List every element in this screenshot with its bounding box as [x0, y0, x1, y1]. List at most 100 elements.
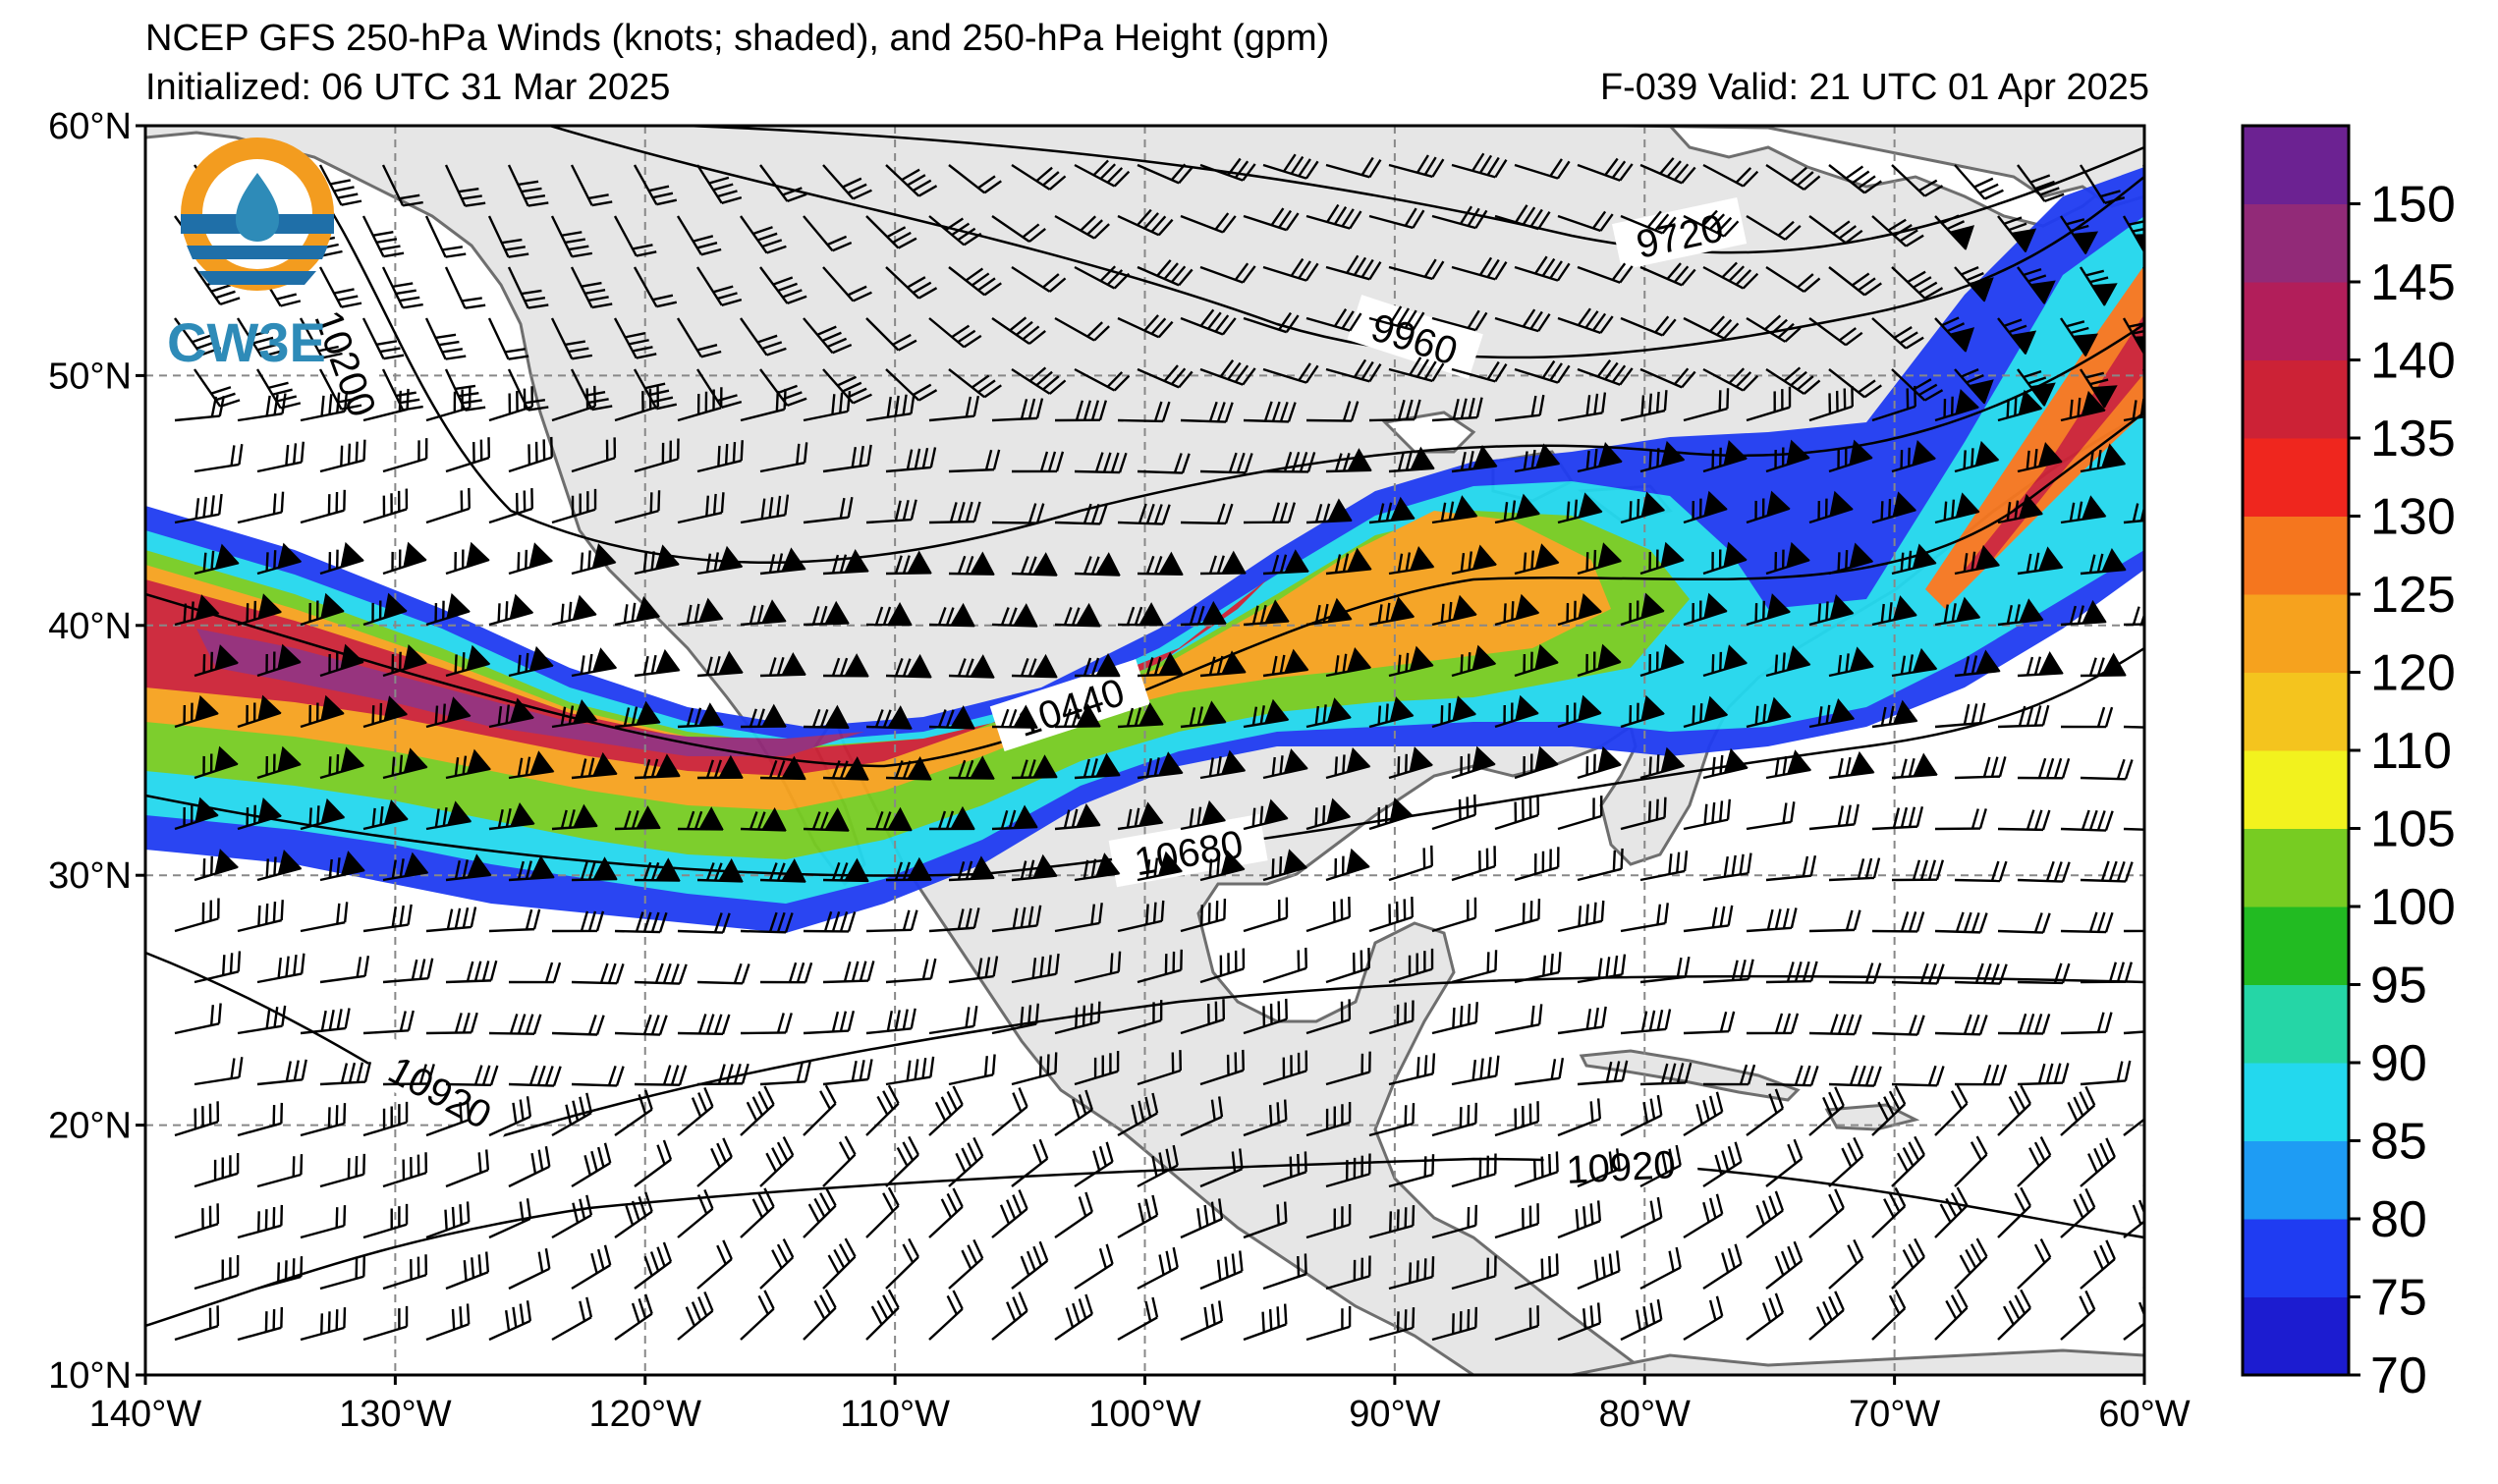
wind-barb — [237, 593, 283, 627]
wind-barb — [174, 317, 222, 357]
wind-barb — [613, 317, 657, 359]
wind-barb — [1954, 367, 1994, 405]
wind-barb — [1639, 1144, 1682, 1188]
wind-barb — [677, 387, 723, 422]
wind-barb — [1137, 163, 1193, 185]
wind-barb — [1388, 948, 1434, 984]
wind-barb — [1746, 1190, 1785, 1238]
wind-barb — [1871, 1015, 1925, 1036]
wind-barb — [1325, 1255, 1371, 1291]
wind-barb — [318, 266, 362, 308]
wind-barb — [1891, 368, 1944, 402]
wind-barb — [319, 1062, 372, 1086]
wind-barb — [614, 700, 661, 729]
wind-barb — [2123, 827, 2144, 832]
wind-barbs — [174, 152, 2144, 1342]
wind-barb — [759, 442, 808, 473]
wind-barb — [2079, 266, 2118, 306]
colorbar-segment — [2243, 438, 2349, 517]
wind-barb — [1577, 441, 1623, 473]
wind-barb — [300, 1307, 347, 1342]
wind-barb — [1891, 859, 1945, 882]
wind-barb — [1262, 648, 1309, 678]
wind-barb — [1577, 954, 1627, 984]
wind-barb — [634, 1139, 673, 1187]
wind-barb — [1117, 602, 1164, 627]
wind-barb — [1808, 386, 1854, 422]
wind-barb — [1494, 795, 1540, 831]
wind-barb — [1494, 1004, 1543, 1035]
wind-barb — [2060, 495, 2107, 524]
wind-barb — [2142, 465, 2144, 473]
wind-barb — [2080, 1239, 2116, 1290]
wind-barb — [1514, 158, 1571, 180]
wind-barb — [1620, 797, 1667, 831]
wind-barb — [1305, 308, 1362, 332]
wind-barb — [1514, 643, 1559, 678]
wind-barb — [1074, 1050, 1120, 1086]
wind-barb — [740, 703, 787, 729]
wind-barb — [1011, 653, 1058, 679]
wind-barb — [1243, 1303, 1288, 1342]
wind-barb — [1765, 1065, 1819, 1087]
wind-barb — [424, 317, 467, 360]
wind-barb — [677, 1086, 714, 1136]
wind-barb — [1074, 452, 1128, 474]
wind-barb — [740, 911, 794, 934]
wind-barb — [1639, 262, 1696, 287]
wind-barb — [1514, 359, 1571, 384]
wind-barb — [1431, 1306, 1477, 1342]
wind-barb — [319, 643, 364, 678]
wind-barb — [425, 696, 472, 729]
wind-barb — [1808, 909, 1861, 933]
wind-barb — [2122, 317, 2144, 358]
wind-barb — [1137, 949, 1183, 984]
wind-barb — [1828, 164, 1882, 194]
wind-barb — [508, 542, 554, 576]
wind-barb — [634, 857, 681, 882]
wind-barb — [1808, 317, 1863, 347]
colorbar-segment — [2243, 516, 2349, 595]
wind-barb — [803, 390, 852, 422]
wind-barb — [803, 704, 850, 730]
wind-barb — [803, 1010, 856, 1035]
wind-barb — [319, 439, 366, 473]
wind-barb — [928, 317, 982, 349]
wind-barb — [1746, 314, 1802, 343]
wind-barb — [1514, 952, 1562, 984]
wind-barb — [1451, 1153, 1497, 1188]
wind-barb — [1765, 645, 1811, 678]
wind-barb — [1746, 801, 1796, 831]
wind-barb — [550, 317, 593, 360]
wind-barb — [803, 496, 854, 524]
wind-barb — [507, 164, 549, 207]
wind-barb — [1011, 163, 1067, 191]
wind-barb — [1997, 1186, 2031, 1238]
jet-band-145 — [196, 629, 864, 756]
wind-barb — [445, 541, 490, 576]
wind-barb — [2080, 1137, 2116, 1187]
south-america-land — [1571, 1348, 2144, 1375]
wind-barb — [1074, 1243, 1114, 1291]
wind-barb — [1934, 1289, 1969, 1341]
wind-barb — [2017, 757, 2071, 780]
wind-barb — [382, 1152, 428, 1188]
wind-barb — [382, 958, 434, 984]
wind-barb — [695, 266, 743, 306]
wind-barb — [928, 602, 975, 628]
wind-barb — [1180, 700, 1227, 729]
wind-barb — [551, 594, 597, 627]
wind-barb — [236, 317, 282, 358]
wind-barb — [256, 1256, 304, 1291]
wind-barb — [382, 852, 429, 882]
wind-barb — [1934, 316, 1975, 353]
colorbar: 70 75 80 85 90 95 100 105 110 120 125 130 135 140 145 1… — [2241, 124, 2456, 1404]
wind-barb — [256, 849, 303, 882]
wind-barb — [2123, 1106, 2144, 1136]
wind-barb — [174, 898, 220, 933]
wind-barb — [2017, 368, 2056, 407]
wind-barb — [928, 907, 980, 933]
wind-barb — [256, 441, 305, 473]
wind-barb — [1683, 209, 1740, 238]
wind-barb — [1180, 1096, 1224, 1137]
